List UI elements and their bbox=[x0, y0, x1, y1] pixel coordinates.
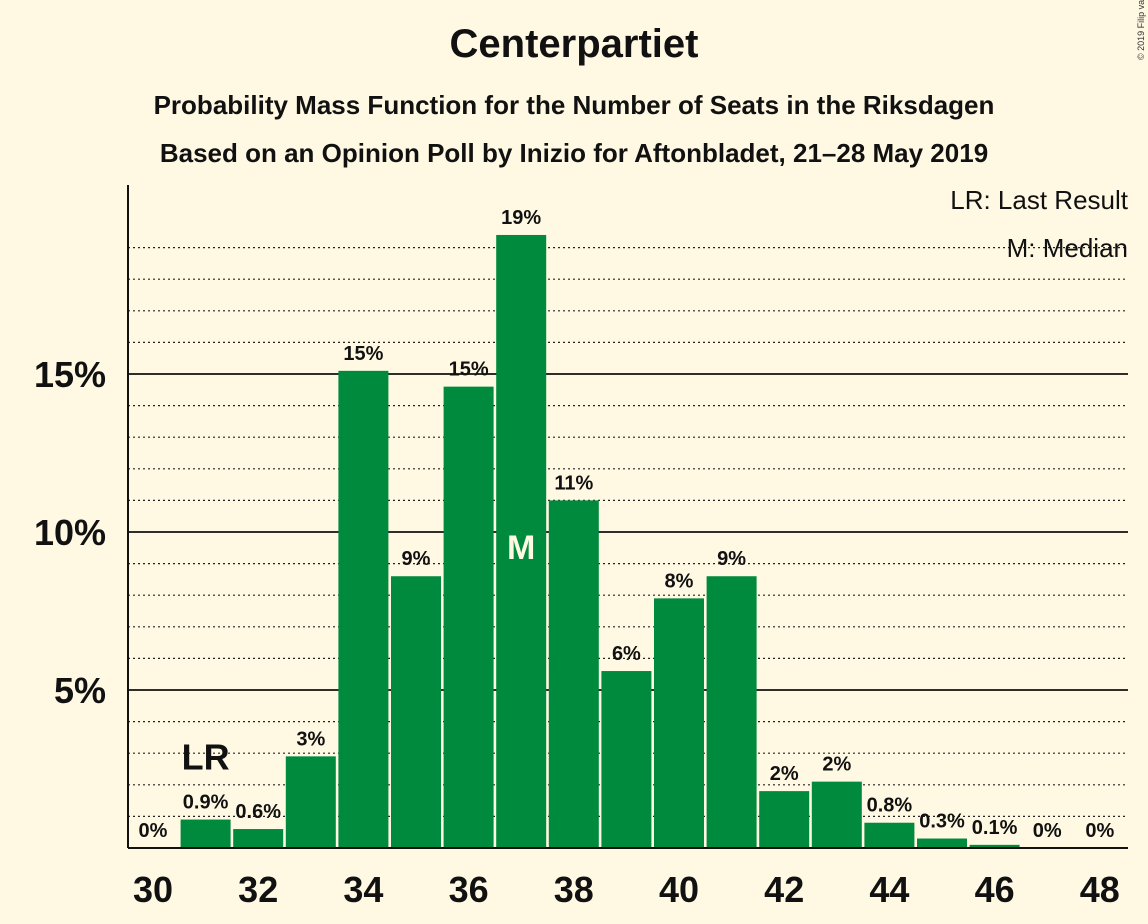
x-tick-label: 32 bbox=[238, 869, 278, 910]
annotations: LR M bbox=[182, 529, 536, 778]
data-label-32: 0.6% bbox=[235, 801, 281, 823]
bar-35 bbox=[391, 576, 441, 848]
legend: LR: Last Result M: Median bbox=[950, 185, 1129, 263]
bar-41 bbox=[706, 576, 757, 848]
data-label-35: 9% bbox=[402, 548, 431, 570]
data-label-44: 0.8% bbox=[867, 795, 913, 817]
axes bbox=[127, 185, 1128, 849]
y-tick-label: 5% bbox=[54, 670, 106, 711]
data-label-33: 3% bbox=[296, 728, 325, 750]
legend-last-result: LR: Last Result bbox=[950, 185, 1129, 215]
data-label-46: 0.1% bbox=[972, 817, 1018, 839]
data-label-40: 8% bbox=[665, 570, 694, 592]
bar-37 bbox=[496, 234, 547, 848]
bar-32 bbox=[233, 829, 284, 848]
bar-36 bbox=[443, 386, 494, 848]
x-tick-label: 36 bbox=[449, 869, 489, 910]
data-label-36: 15% bbox=[449, 359, 489, 381]
data-label-45: 0.3% bbox=[919, 811, 965, 833]
x-tick-label: 30 bbox=[133, 869, 173, 910]
data-label-38: 11% bbox=[554, 472, 593, 494]
data-label-43: 2% bbox=[822, 754, 851, 776]
x-tick-label: 46 bbox=[975, 869, 1015, 910]
data-label-31: 0.9% bbox=[183, 792, 229, 814]
bar-40 bbox=[654, 598, 704, 848]
data-label-34: 15% bbox=[343, 343, 383, 365]
bar-43 bbox=[811, 781, 862, 848]
x-tick-label: 38 bbox=[554, 869, 594, 910]
data-label-48: 0% bbox=[1085, 820, 1114, 842]
median-marker: M bbox=[507, 529, 535, 567]
bar-34 bbox=[338, 370, 389, 848]
x-tick-label: 42 bbox=[764, 869, 804, 910]
data-label-30: 0% bbox=[139, 820, 168, 842]
bar-33 bbox=[285, 756, 336, 848]
chart-subtitle: Probability Mass Function for the Number… bbox=[153, 90, 995, 120]
y-tick-label: 15% bbox=[34, 354, 106, 395]
bar-45 bbox=[917, 838, 967, 848]
x-tick-label: 48 bbox=[1080, 869, 1120, 910]
bar-44 bbox=[864, 822, 915, 848]
data-label-41: 9% bbox=[717, 548, 746, 570]
data-labels: 0% 0.9% 0.6% 3% 15% 9% 15% 19% 11% 6% 8% 9% 2% 2% 0.8%… bbox=[139, 207, 1115, 842]
x-tick-label: 40 bbox=[659, 869, 699, 910]
bars bbox=[180, 234, 1020, 848]
data-label-47: 0% bbox=[1033, 820, 1062, 842]
x-tick-label: 34 bbox=[343, 869, 383, 910]
data-label-42: 2% bbox=[770, 763, 799, 785]
last-result-marker: LR bbox=[182, 737, 230, 778]
chart-subtitle-source: Based on an Opinion Poll by Inizio for A… bbox=[159, 138, 989, 168]
bar-31 bbox=[180, 819, 231, 848]
bar-42 bbox=[759, 791, 810, 848]
data-label-37: 19% bbox=[501, 207, 541, 229]
bar-38 bbox=[548, 500, 599, 848]
data-label-39: 6% bbox=[612, 643, 641, 665]
x-tick-label: 44 bbox=[869, 869, 909, 910]
chart-title: Centerpartiet bbox=[449, 22, 699, 66]
tick-labels: 5% 10% 15% 30 32 34 36 38 40 42 44 46 48 bbox=[34, 354, 1120, 910]
y-tick-label: 10% bbox=[34, 512, 106, 553]
legend-median: M: Median bbox=[1007, 233, 1128, 263]
bar-39 bbox=[601, 671, 652, 848]
bar-46 bbox=[969, 844, 1020, 848]
